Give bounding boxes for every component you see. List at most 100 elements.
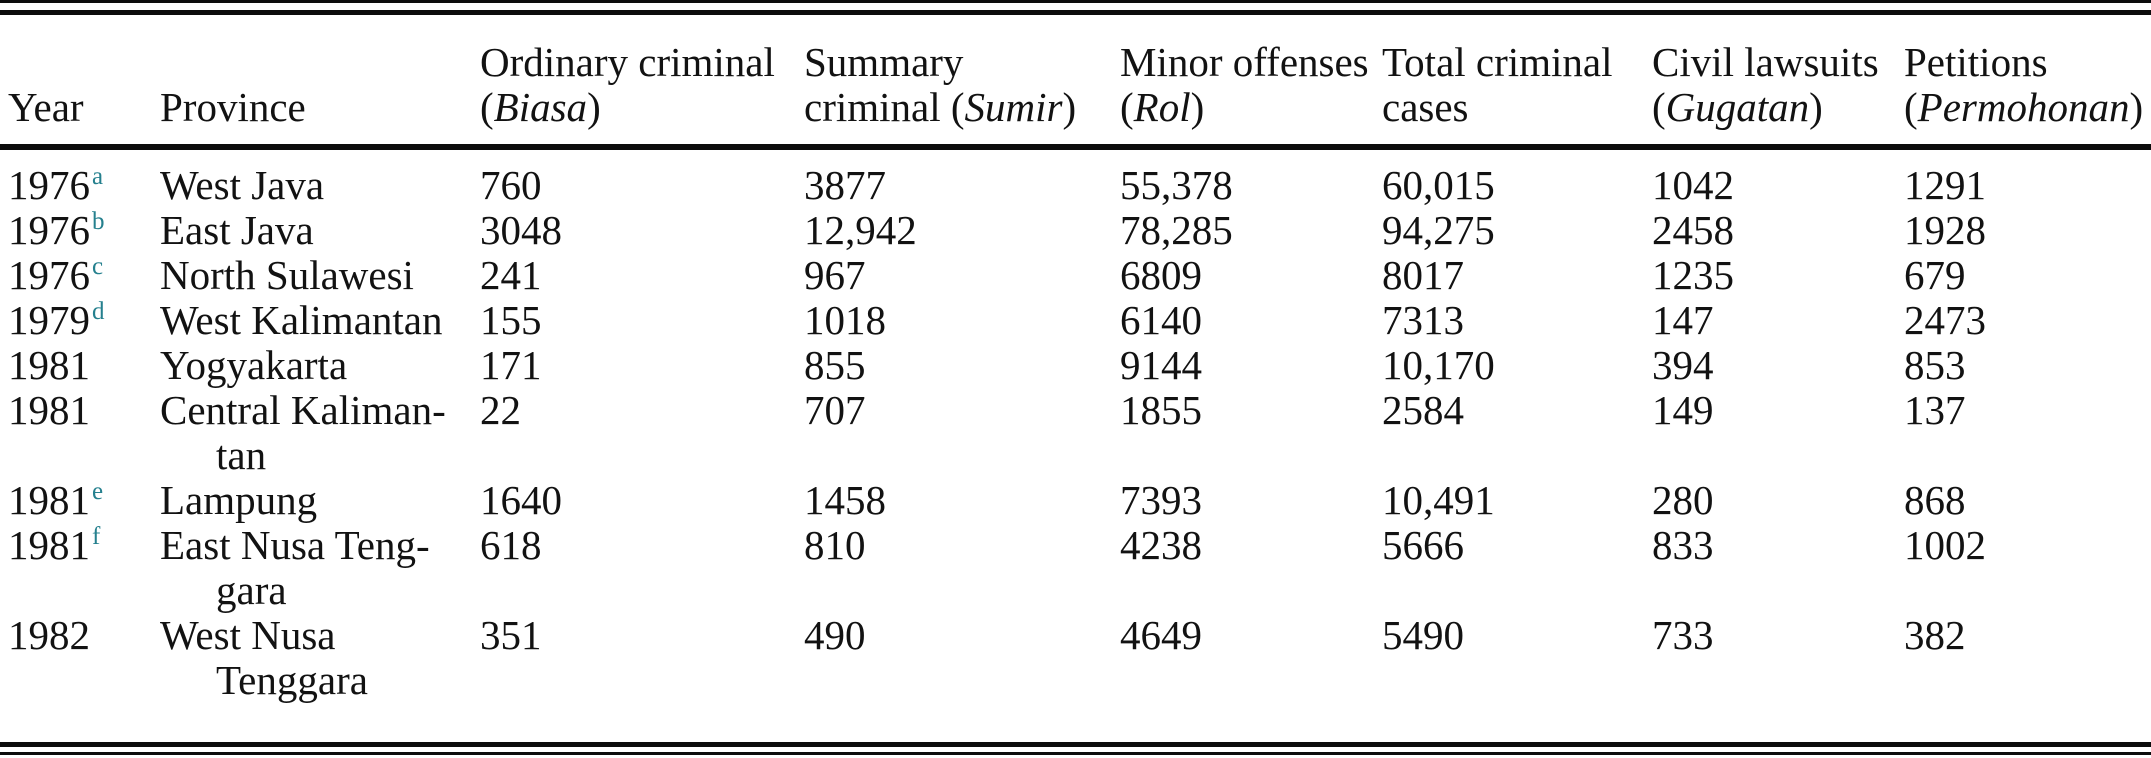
numeric-value: 1042 (1652, 162, 1734, 208)
year-value: 1981 (8, 387, 90, 433)
numeric-value: 9144 (1120, 342, 1202, 388)
numeric-value: 241 (480, 252, 542, 298)
value-cell-civil-lawsuits: 2458 (1652, 208, 1904, 253)
header-text-segment: Biasa (493, 84, 588, 130)
header-line: (Permohonan) (1904, 85, 2151, 130)
province-name-line: Tenggara (216, 657, 368, 703)
header-text-segment: ( (480, 84, 494, 130)
footnote-marker: b (92, 208, 105, 235)
numeric-value: 155 (480, 297, 542, 343)
numeric-value: 810 (804, 522, 866, 568)
header-text-segment: Rol (1133, 84, 1191, 130)
value-cell-petitions: 382 (1904, 613, 2151, 703)
numeric-value: 618 (480, 522, 542, 568)
value-cell-ordinary-criminal: 760 (480, 147, 804, 208)
province-name-line: tan (216, 432, 267, 478)
numeric-value: 3877 (804, 162, 886, 208)
value-cell-minor-offenses: 7393 (1120, 478, 1382, 523)
province-name-line: North Sulawesi (160, 252, 414, 298)
numeric-value: 855 (804, 342, 866, 388)
value-cell-summary-criminal: 707 (804, 388, 1120, 478)
value-cell-ordinary-criminal: 155 (480, 298, 804, 343)
value-cell-civil-lawsuits: 149 (1652, 388, 1904, 478)
column-header-ordinary-criminal: Ordinary criminal (Biasa) (480, 15, 804, 150)
header-text-segment: Petitions (1904, 39, 2048, 85)
value-cell-minor-offenses: 9144 (1120, 343, 1382, 388)
year-cell: 1981e (0, 478, 160, 523)
header-text-segment: ( (1904, 84, 1918, 130)
table-row: 1981f East Nusa Teng-gara 618 810 4238 5666 83… (0, 523, 2151, 613)
year-cell: 1981f (0, 523, 160, 613)
province-name-line: Lampung (160, 477, 318, 523)
numeric-value: 137 (1904, 387, 1966, 433)
numeric-value: 22 (480, 387, 521, 433)
table-row: 1981e Lampung 1640 1458 7393 10,491 280 868 (0, 478, 2151, 523)
year-cell: 1981 (0, 388, 160, 478)
column-header-province: Province (160, 15, 480, 150)
table-row: 1981 Yogyakarta 171 855 9144 10,170 394 853 (0, 343, 2151, 388)
footnote-marker: d (92, 298, 105, 325)
table-row: 1982 West Nusa Tenggara 351 490 4649 5490 733 38… (0, 613, 2151, 703)
province-cell: East Java (160, 208, 480, 253)
year-cell: 1981 (0, 343, 160, 388)
header-text-segment: ) (587, 84, 601, 130)
header-line: (Rol) (1120, 85, 1382, 130)
value-cell-minor-offenses: 1855 (1120, 388, 1382, 478)
column-header-year: Year (0, 15, 160, 150)
header-text-segment: Minor offenses (1120, 39, 1369, 85)
header-text-segment: Total criminal (1382, 39, 1613, 85)
top-inner-rule (0, 10, 2151, 15)
value-cell-civil-lawsuits: 733 (1652, 613, 1904, 703)
header-text-segment: Summary (804, 39, 964, 85)
year-cell: 1976a (0, 147, 160, 208)
numeric-value: 679 (1904, 252, 1966, 298)
numeric-value: 280 (1652, 477, 1714, 523)
header-line: Total criminal (1382, 40, 1652, 85)
numeric-value: 1291 (1904, 162, 1986, 208)
value-cell-petitions: 679 (1904, 253, 2151, 298)
table-row: 1976a West Java 760 3877 55,378 60,015 1042 129… (0, 147, 2151, 208)
numeric-value: 7313 (1382, 297, 1464, 343)
value-cell-civil-lawsuits: 280 (1652, 478, 1904, 523)
numeric-value: 147 (1652, 297, 1714, 343)
header-line: (Biasa) (480, 85, 804, 130)
header-line: Petitions (1904, 40, 2151, 85)
numeric-value: 1235 (1652, 252, 1734, 298)
header-text-segment: Gugatan (1665, 84, 1810, 130)
footnote-marker: e (92, 478, 104, 505)
province-name-line: West Java (160, 162, 325, 208)
column-header-summary-criminal: Summary criminal (Sumir) (804, 15, 1120, 150)
value-cell-summary-criminal: 967 (804, 253, 1120, 298)
province-cell: West Nusa Tenggara (160, 613, 480, 703)
numeric-value: 394 (1652, 342, 1714, 388)
value-cell-total-criminal-cases: 5666 (1382, 523, 1652, 613)
numeric-value: 1855 (1120, 387, 1202, 433)
value-cell-civil-lawsuits: 1042 (1652, 147, 1904, 208)
value-cell-ordinary-criminal: 241 (480, 253, 804, 298)
year-value: 1979 (8, 297, 90, 343)
footnote-marker: f (92, 523, 101, 550)
province-name-line: West Nusa (160, 612, 336, 658)
numeric-value: 149 (1652, 387, 1714, 433)
province-name-line: Central Kaliman- (160, 387, 446, 433)
table-row: 1979d West Kalimantan 155 1018 6140 7313 147 24… (0, 298, 2151, 343)
bottom-outer-rule (0, 752, 2151, 755)
header-text-segment: ( (1120, 84, 1134, 130)
province-name-line: Yogyakarta (160, 342, 348, 388)
year-value: 1976 (8, 252, 90, 298)
value-cell-petitions: 2473 (1904, 298, 2151, 343)
header-text-segment: ( (1652, 84, 1666, 130)
year-value: 1982 (8, 612, 90, 658)
value-cell-total-criminal-cases: 10,491 (1382, 478, 1652, 523)
numeric-value: 4238 (1120, 522, 1202, 568)
year-value: 1976 (8, 162, 90, 208)
numeric-value: 6140 (1120, 297, 1202, 343)
top-rule-gap (0, 3, 2151, 10)
value-cell-ordinary-criminal: 171 (480, 343, 804, 388)
province-cell: Central Kaliman-tan (160, 388, 480, 478)
header-text-segment: Sumir (964, 84, 1063, 130)
numeric-value: 967 (804, 252, 866, 298)
table-body: 1976a West Java 760 3877 55,378 60,015 1042 129… (0, 147, 2151, 703)
numeric-value: 760 (480, 162, 542, 208)
